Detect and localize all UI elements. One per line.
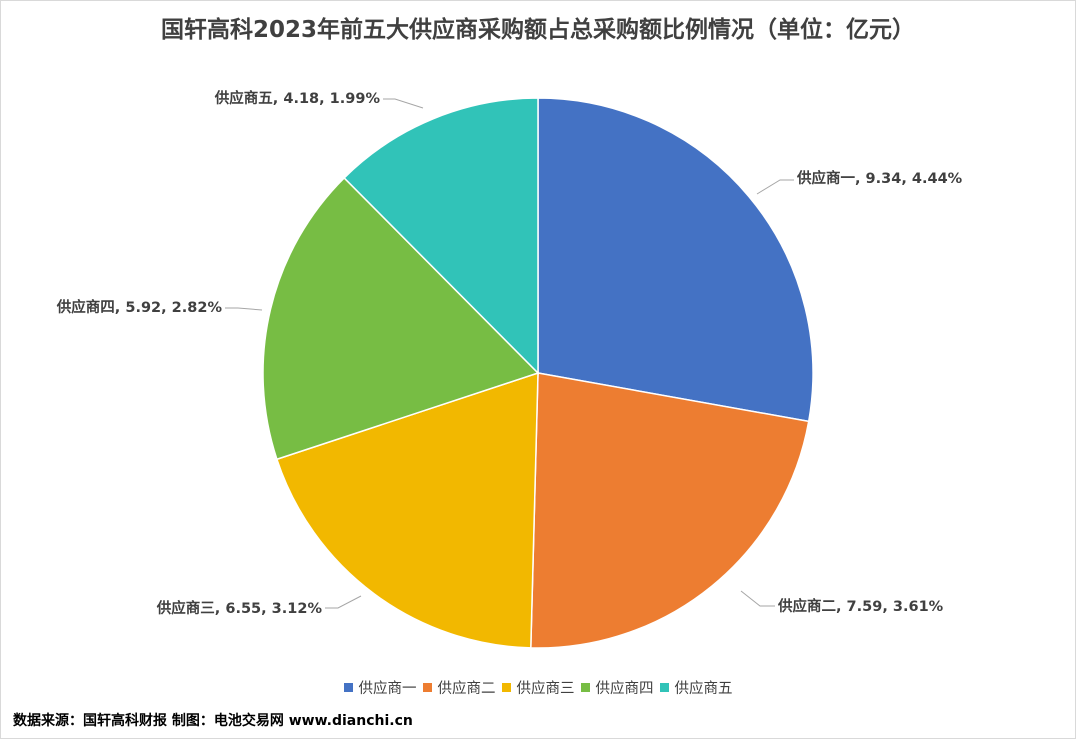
legend-item: 供应商三 (501, 677, 575, 698)
legend-swatch (659, 683, 669, 692)
legend: 供应商一 供应商二 供应商三 供应商四 供应商五 (0, 677, 1076, 698)
legend-label: 供应商三 (516, 681, 575, 697)
slice-data-label: 供应商四, 5.92, 2.82% (56, 298, 223, 316)
legend-swatch (422, 683, 432, 692)
legend-item: 供应商二 (422, 677, 496, 698)
slice-data-label: 供应商五, 4.18, 1.99% (214, 89, 381, 107)
slice-data-label: 供应商三, 6.55, 3.12% (156, 599, 323, 617)
legend-item: 供应商一 (343, 677, 417, 698)
source-note: 数据来源：国轩高科财报 制图：电池交易网 www.dianchi.cn (13, 713, 413, 729)
label-leader-line (383, 98, 424, 109)
slice-data-label: 供应商一, 9.34, 4.44% (796, 169, 963, 187)
pie-slice (537, 97, 814, 423)
pie-slice (275, 371, 539, 649)
legend-label: 供应商二 (437, 681, 496, 697)
label-leader-line (325, 595, 362, 609)
legend-swatch (343, 683, 353, 692)
legend-item: 供应商五 (659, 677, 733, 698)
label-leader-line (225, 307, 263, 311)
legend-swatch (580, 683, 590, 692)
label-leader-line (740, 590, 775, 607)
label-leader-line (756, 179, 794, 195)
pie-slice (262, 176, 540, 461)
pie-slice (530, 372, 810, 649)
legend-label: 供应商四 (595, 681, 654, 697)
slice-data-label: 供应商二, 7.59, 3.61% (777, 597, 944, 615)
legend-label: 供应商五 (674, 681, 733, 697)
legend-swatch (501, 683, 511, 692)
legend-item: 供应商四 (580, 677, 654, 698)
pie-slice (343, 97, 539, 375)
chart-title: 国轩高科2023年前五大供应商采购额占总采购额比例情况（单位：亿元） (160, 17, 915, 43)
legend-label: 供应商一 (358, 681, 417, 697)
